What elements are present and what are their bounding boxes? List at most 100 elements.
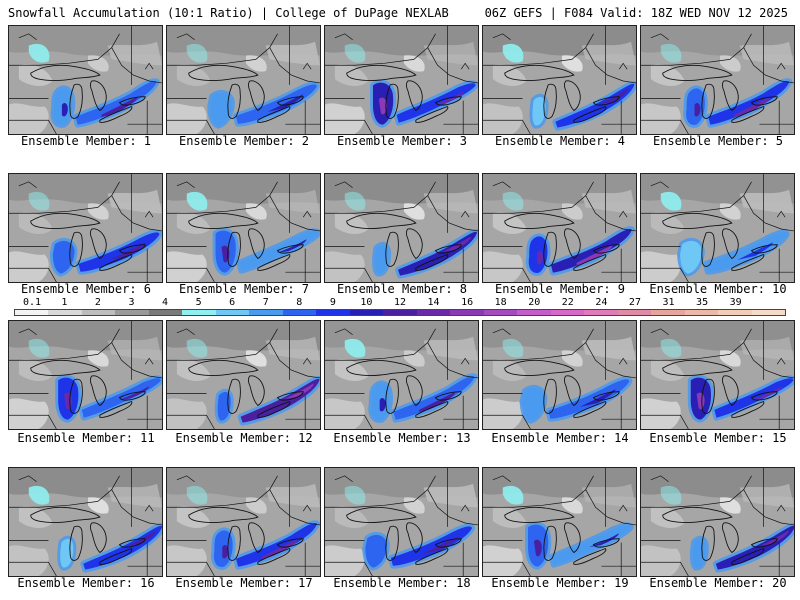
border-line: [443, 100, 478, 134]
texture-patch: [492, 506, 527, 528]
lake-outline: [30, 359, 101, 376]
light-snow-area: [186, 338, 208, 358]
texture-patch: [167, 251, 207, 282]
lake-outline: [504, 506, 575, 523]
border-line: [641, 33, 752, 66]
lake-outline: [405, 375, 423, 406]
border-line: [585, 489, 636, 526]
legend-label: 8: [296, 297, 303, 308]
border-line: [269, 47, 320, 84]
light-snow-area: [186, 485, 208, 505]
lake-outline: [750, 96, 778, 106]
light-snow-area: [344, 43, 366, 63]
snowfall-map: [9, 468, 162, 576]
lake-outline: [592, 391, 620, 401]
light-snow-area: [28, 338, 50, 358]
lake-outline: [563, 375, 581, 406]
border-line: [127, 248, 162, 282]
lake-outline: [227, 231, 241, 267]
border-line: [176, 33, 312, 70]
lake-outline: [543, 378, 557, 414]
texture-patch: [334, 212, 369, 234]
snowfall-map: [325, 26, 478, 134]
snowfall-map: [9, 321, 162, 429]
border-line: [325, 475, 436, 508]
lake-outline: [405, 80, 423, 111]
texture-patch: [18, 212, 53, 234]
ensemble-panel: [324, 467, 479, 577]
texture-patch: [107, 483, 162, 508]
border-line: [334, 181, 470, 218]
ensemble-member-caption: Ensemble Member: 10: [649, 282, 787, 296]
border-line: [483, 328, 594, 361]
lake-outline: [573, 547, 607, 565]
snow-band: [210, 92, 232, 126]
lake-outline: [385, 525, 399, 561]
lake-outline: [750, 244, 778, 254]
border-line: [18, 181, 154, 218]
lake-outline: [188, 506, 259, 523]
border-line: [585, 342, 636, 379]
texture-patch: [9, 545, 49, 576]
border-line: [334, 475, 470, 512]
lake-outline: [543, 83, 557, 119]
lake-outline: [434, 538, 462, 548]
border-line: [641, 246, 689, 282]
snow-band: [522, 387, 545, 421]
snow-band: [532, 96, 546, 126]
border-line: [483, 33, 594, 66]
texture-patch: [9, 103, 49, 134]
border-line: [269, 489, 320, 526]
lake-outline: [346, 64, 417, 81]
border-line: [167, 98, 215, 134]
texture-patch: [325, 103, 365, 134]
lake-outline: [415, 105, 449, 123]
border-line: [127, 395, 162, 429]
ensemble-member-caption: Ensemble Member: 1: [20, 134, 152, 148]
snowfall-map: [641, 468, 794, 576]
border-line: [111, 342, 162, 379]
lake-outline: [89, 80, 107, 111]
ensemble-panel: [640, 467, 795, 577]
snowfall-map: [167, 174, 320, 282]
snow-band: [694, 102, 701, 117]
snowfall-map: [167, 26, 320, 134]
lake-outline: [543, 231, 557, 267]
snow-band: [714, 378, 794, 418]
border-line: [111, 195, 162, 232]
lake-outline: [662, 359, 733, 376]
legend-swatch: [115, 310, 149, 315]
lake-outline: [385, 378, 399, 414]
legend-label: 3: [128, 297, 135, 308]
border-line: [9, 393, 57, 429]
lake-outline: [731, 105, 765, 123]
snow-band: [61, 102, 68, 117]
ensemble-member-caption: Ensemble Member: 7: [178, 282, 310, 296]
legend-swatch: [81, 310, 116, 315]
lake-outline: [563, 228, 581, 259]
snow-band: [261, 539, 298, 559]
texture-patch: [334, 359, 369, 381]
border-line: [492, 328, 628, 365]
border-line: [325, 540, 373, 576]
texture-patch: [641, 398, 681, 429]
lake-outline: [721, 375, 739, 406]
legend-swatch: [15, 310, 49, 315]
border-line: [285, 100, 320, 134]
ensemble-panel: [166, 25, 321, 135]
snowfall-map: [641, 26, 794, 134]
border-line: [9, 246, 57, 282]
border-line: [443, 395, 478, 429]
border-line: [167, 246, 215, 282]
snow-band: [83, 525, 162, 570]
ensemble-panel: [324, 25, 479, 135]
texture-patch: [423, 483, 478, 508]
snowfall-map: [9, 26, 162, 134]
lake-outline: [731, 253, 765, 271]
snowfall-map: [9, 174, 162, 282]
border-line: [601, 100, 636, 134]
lake-outline: [118, 96, 146, 106]
lake-outline: [30, 212, 101, 229]
border-line: [601, 248, 636, 282]
lake-outline: [276, 391, 304, 401]
